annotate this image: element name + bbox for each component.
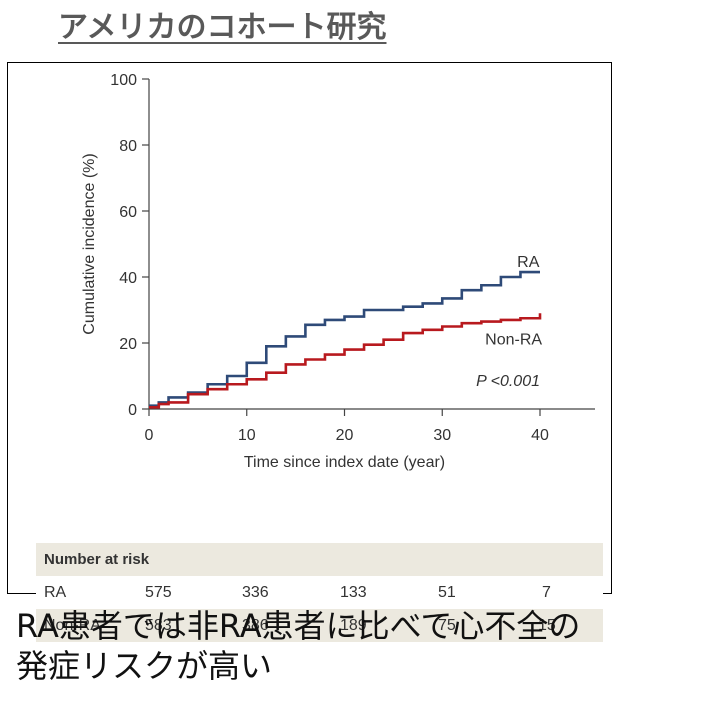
y-tick-label: 0	[128, 402, 137, 419]
p-value-annotation: P <0.001	[476, 373, 540, 390]
risk-cell: 7	[542, 583, 551, 601]
x-tick-label: 0	[145, 427, 154, 444]
risk-cell: 583	[145, 616, 172, 634]
y-tick-label: 100	[110, 72, 137, 89]
risk-row-label: RA	[44, 583, 67, 601]
risk-cell: 133	[340, 583, 367, 601]
risk-row-non-ra: Non-RA 583 386 189 75 15	[36, 609, 603, 642]
risk-cell: 386	[242, 616, 269, 634]
risk-cell: 51	[438, 583, 456, 601]
x-tick-label: 40	[531, 427, 549, 444]
chart-frame: 0 20 40 60 80 100 0 10 20 30 40 Time since index da…	[7, 62, 612, 642]
y-axis-label: Cumulative incidence (%)	[81, 153, 98, 334]
risk-table: Number at risk RA 575 336 133 51 7 Non-R…	[36, 543, 603, 642]
risk-table-header: Number at risk	[36, 543, 603, 576]
series-line-non-ra	[149, 313, 542, 409]
caption-line-1: RA患者では非RA患者に比べて心不全の	[16, 607, 581, 645]
y-tick-label: 60	[119, 204, 137, 221]
y-tick-label: 40	[119, 270, 137, 287]
x-tick-label: 30	[433, 427, 451, 444]
page-heading: アメリカのコホート研究	[58, 10, 387, 45]
series-line-ra	[149, 270, 540, 407]
x-axis-label: Time since index date (year)	[244, 454, 445, 471]
incidence-chart: 0 20 40 60 80 100 0 10 20 30 40 Time since index da…	[81, 72, 595, 471]
x-tick-label: 20	[336, 427, 354, 444]
conclusion-caption: RA患者では非RA患者に比べて心不全の 発症リスクが高い	[16, 606, 580, 686]
y-tick-label: 80	[119, 138, 137, 155]
risk-cell: 75	[438, 616, 456, 634]
series-label-ra: RA	[517, 254, 540, 271]
risk-cell: 575	[145, 583, 172, 601]
x-tick-label: 10	[238, 427, 256, 444]
risk-cell: 189	[340, 616, 367, 634]
risk-row-ra: RA 575 336 133 51 7	[36, 576, 603, 609]
y-tick-label: 20	[119, 336, 137, 353]
caption-line-2: 発症リスクが高い	[16, 647, 273, 685]
risk-row-label: Non-RA	[44, 616, 101, 634]
risk-cell: 336	[242, 583, 269, 601]
risk-cell: 15	[538, 616, 556, 634]
series-label-non-ra: Non-RA	[485, 332, 542, 349]
